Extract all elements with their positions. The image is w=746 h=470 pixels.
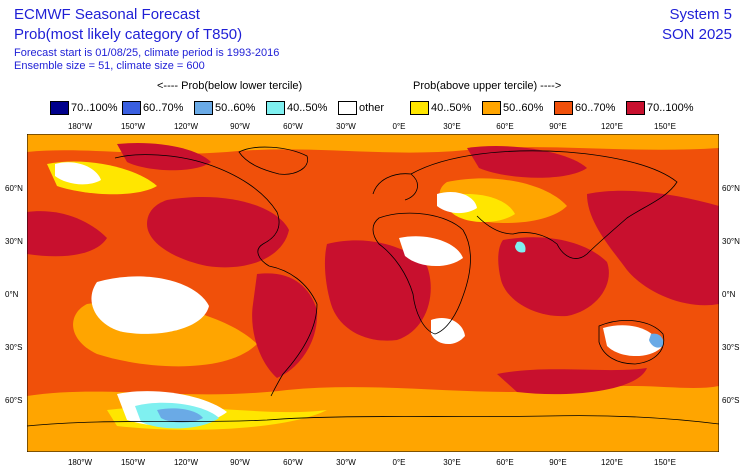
field-arctic-50-60 [27,134,719,154]
field-arabian-sea-below [515,241,526,253]
above-tercile-label: Prob(above upper tercile) ----> [413,80,562,92]
legend-label-above-50: 50..60% [503,102,544,114]
field-indian-ocean-70-100 [498,237,609,317]
legend-swatch-above-70 [626,101,645,115]
lat-tick-left: 0°N [5,290,19,299]
legend-swatch-below-60 [122,101,141,115]
field-east-pacific-70-100 [27,211,107,257]
lon-tick-bottom: 150°W [121,458,146,467]
legend-swatch-below-50 [194,101,213,115]
lon-tick-top: 90°E [549,122,566,131]
lon-tick-top: 90°W [230,122,250,131]
legend-label-below-70: 70..100% [71,102,118,114]
probability-fields [27,134,719,452]
lat-tick-left: 60°N [5,184,23,193]
below-tercile-label: <---- Prob(below lower tercile) [157,80,303,92]
legend-swatch-above-60 [554,101,573,115]
lat-tick-right: 30°N [722,237,740,246]
legend-label-below-40: 40..50% [287,102,328,114]
legend-swatch-below-40 [266,101,285,115]
lon-tick-bottom: 60°W [283,458,303,467]
forecast-info: Forecast start is 01/08/25, climate peri… [14,47,280,59]
field-alaska-70-100 [117,142,211,171]
legend-label-above-40: 40..50% [431,102,472,114]
coastline-antarctica [27,415,719,427]
lon-tick-top: 150°E [654,122,676,131]
legend-label-below-50: 50..60% [215,102,256,114]
coastline-australia [598,320,665,365]
legend-swatch-above-40 [410,101,429,115]
lat-tick-right: 0°N [722,290,736,299]
field-amundsen-50-60-below [157,408,203,423]
lat-tick-right: 30°S [722,343,739,352]
lon-tick-top: 60°E [496,122,513,131]
lon-tick-bottom: 30°E [443,458,460,467]
lon-ticks-bottom: 180°W 150°W 120°W 90°W 60°W 30°W 0°E 30°… [68,458,676,467]
season-label: SON 2025 [661,26,732,43]
field-sahara-other [399,236,463,267]
lon-tick-top: 0°E [393,122,406,131]
field-east-australia-below [649,333,664,348]
legend-swatch-above-50 [482,101,501,115]
lon-tick-top: 30°W [336,122,356,131]
lon-tick-bottom: 0°E [393,458,406,467]
field-southern-indian-70-100 [497,368,647,395]
field-caspian-other [437,191,477,214]
legend-label-above-70: 70..100% [647,102,694,114]
ensemble-info: Ensemble size = 51, climate size = 600 [14,60,205,72]
coastline-africa [372,212,471,335]
map-title: ECMWF Seasonal Forecast [14,6,200,23]
coastline-eurasia [410,150,678,259]
lon-tick-bottom: 150°E [654,458,676,467]
legend-swatch-below-70 [50,101,69,115]
coastline-greenland [238,146,308,175]
legend-label-other: other [359,102,385,114]
lat-ticks-right: 60°N 30°N 0°N 30°S 60°S [722,184,740,405]
field-siberia-70-100 [467,146,587,178]
lon-tick-bottom: 120°W [174,458,199,467]
lon-tick-top: 180°W [68,122,93,131]
lon-ticks-top: 180°W 150°W 120°W 90°W 60°W 30°W 0°E 30°… [68,122,676,131]
legend-label-above-60: 60..70% [575,102,616,114]
system-label: System 5 [669,6,732,23]
coastline-north-america [114,154,280,267]
lat-tick-right: 60°S [722,396,739,405]
field-south-america-70-100 [252,273,318,378]
field-southern-africa-other [431,317,465,345]
lon-tick-bottom: 90°W [230,458,250,467]
lon-tick-top: 120°E [601,122,623,131]
lon-tick-bottom: 180°W [68,458,93,467]
coastline-south-america [268,265,318,397]
lat-tick-right: 60°N [722,184,740,193]
field-bering-other [55,162,101,185]
field-americas-70-100 [147,196,289,268]
map-subtitle: Prob(most likely category of T850) [14,26,243,43]
lat-ticks-left: 60°N 30°N 0°N 30°S 60°S [5,184,23,405]
lon-tick-top: 30°E [443,122,460,131]
legend-label-below-60: 60..70% [143,102,184,114]
field-atlantic-africa-70-100 [324,240,431,341]
legend-swatch-other [338,101,357,115]
lat-tick-left: 60°S [5,396,22,405]
system-block: System 5 SON 2025 [662,5,732,45]
probability-map [27,134,719,452]
field-australia-other [603,325,661,357]
axis-labels: 180°W 150°W 120°W 90°W 60°W 30°W 0°E 30°… [5,122,740,467]
lon-tick-top: 60°W [283,122,303,131]
lon-tick-bottom: 60°E [496,458,513,467]
field-west-pacific-70-100 [587,190,719,306]
title-block: ECMWF Seasonal Forecast Prob(most likely… [14,5,242,45]
lon-tick-top: 120°W [174,122,199,131]
coastlines [27,146,719,427]
lon-tick-bottom: 90°E [549,458,566,467]
lon-tick-top: 150°W [121,122,146,131]
lat-tick-left: 30°N [5,237,23,246]
field-equatorial-pacific-other [91,276,209,334]
lon-tick-bottom: 30°W [336,458,356,467]
lon-tick-bottom: 120°E [601,458,623,467]
lat-tick-left: 30°S [5,343,22,352]
